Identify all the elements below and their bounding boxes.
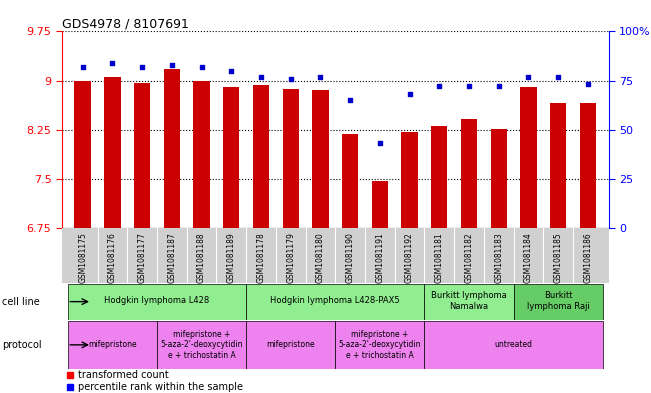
Bar (68, 284, 246, 320)
Text: GSM1081191: GSM1081191 (376, 232, 384, 283)
Bar (579, 103, 596, 228)
Point (315, 73, 326, 80)
Bar (157, 321, 246, 369)
Bar (253, 85, 269, 228)
Text: mifepristone +
5-aza-2'-deoxycytidin
e + trichostatin A: mifepristone + 5-aza-2'-deoxycytidin e +… (160, 330, 243, 360)
Point (197, 64, 207, 70)
Text: GSM1081181: GSM1081181 (435, 232, 444, 283)
Text: GSM1081182: GSM1081182 (465, 232, 473, 283)
Text: GSM1081187: GSM1081187 (167, 232, 176, 283)
Point (345, 97, 355, 103)
Text: GSM1081183: GSM1081183 (494, 232, 503, 283)
Text: GSM1081175: GSM1081175 (78, 232, 87, 283)
Text: untreated: untreated (495, 340, 533, 349)
Bar (163, 70, 180, 228)
Text: GSM1081188: GSM1081188 (197, 232, 206, 283)
Bar (550, 103, 566, 228)
Bar (424, 284, 514, 320)
Text: GSM1081179: GSM1081179 (286, 232, 295, 283)
Bar (461, 119, 477, 228)
Point (493, 83, 504, 90)
Text: Hodgkin lymphoma L428: Hodgkin lymphoma L428 (104, 296, 210, 305)
Text: percentile rank within the sample: percentile rank within the sample (78, 382, 243, 392)
Point (256, 73, 266, 80)
Bar (424, 321, 603, 369)
Text: mifepristone +
5-aza-2'-deoxycytidin
e + trichostatin A: mifepristone + 5-aza-2'-deoxycytidin e +… (339, 330, 421, 360)
Bar (246, 321, 335, 369)
Point (464, 83, 474, 90)
Bar (104, 77, 120, 228)
Bar (431, 127, 447, 228)
Point (107, 60, 118, 66)
Bar (283, 89, 299, 228)
Text: mifepristone: mifepristone (88, 340, 137, 349)
Text: GSM1081189: GSM1081189 (227, 232, 236, 283)
Text: GSM1081185: GSM1081185 (553, 232, 562, 283)
Bar (312, 90, 329, 228)
Text: GSM1081180: GSM1081180 (316, 232, 325, 283)
Bar (134, 83, 150, 228)
Text: GSM1081176: GSM1081176 (108, 232, 117, 283)
Point (434, 83, 445, 90)
Bar (223, 87, 240, 228)
Bar (68, 321, 157, 369)
Text: GSM1081177: GSM1081177 (137, 232, 146, 283)
Text: transformed count: transformed count (78, 370, 169, 380)
Text: cell line: cell line (2, 297, 40, 307)
Text: Burkitt
lymphoma Raji: Burkitt lymphoma Raji (527, 291, 590, 310)
Point (404, 91, 415, 97)
Point (167, 62, 177, 68)
Point (137, 64, 147, 70)
Bar (520, 87, 536, 228)
Text: GSM1081178: GSM1081178 (256, 232, 266, 283)
Text: GSM1081192: GSM1081192 (405, 232, 414, 283)
Bar (491, 129, 507, 228)
Text: Burkitt lymphoma
Namalwa: Burkitt lymphoma Namalwa (431, 291, 507, 310)
Text: GDS4978 / 8107691: GDS4978 / 8107691 (62, 17, 189, 30)
Text: GSM1081190: GSM1081190 (346, 232, 355, 283)
Bar (372, 181, 388, 228)
Point (77, 64, 88, 70)
Text: mifepristone: mifepristone (266, 340, 315, 349)
Bar (335, 321, 424, 369)
Bar (74, 81, 91, 228)
Point (286, 75, 296, 82)
Bar (514, 284, 603, 320)
Text: Hodgkin lymphoma L428-PAX5: Hodgkin lymphoma L428-PAX5 (270, 296, 400, 305)
Text: GSM1081186: GSM1081186 (583, 232, 592, 283)
Point (553, 73, 563, 80)
Point (374, 140, 385, 147)
Bar (193, 81, 210, 228)
Bar (246, 284, 424, 320)
Point (523, 73, 534, 80)
Bar (342, 134, 358, 228)
Text: protocol: protocol (2, 340, 42, 350)
Bar (402, 132, 418, 228)
Point (226, 68, 236, 74)
Point (583, 81, 593, 88)
Text: GSM1081184: GSM1081184 (524, 232, 533, 283)
